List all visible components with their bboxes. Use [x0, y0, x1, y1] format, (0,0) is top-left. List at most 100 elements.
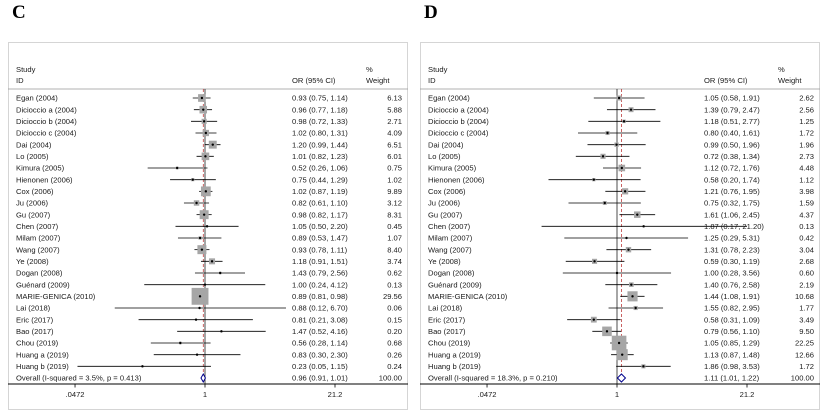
- point-estimate-dot: [141, 365, 144, 368]
- point-estimate-dot: [621, 353, 624, 356]
- column-header-study: Study: [16, 65, 36, 74]
- point-estimate-dot: [191, 178, 194, 181]
- point-estimate-dot: [202, 213, 206, 216]
- weight-label: 0.24: [387, 362, 402, 371]
- weight-label: 6.13: [387, 94, 402, 103]
- study-row: Egan (2004) 0.93 (0.75, 1.14) 6.13: [16, 94, 402, 103]
- weight-label: 2.71: [387, 117, 402, 126]
- point-estimate-dot: [593, 260, 596, 263]
- point-estimate-dot: [605, 330, 609, 333]
- or-ci-label: 0.98 (0.72, 1.33): [292, 117, 348, 126]
- weight-label: 1.07: [387, 234, 402, 243]
- study-row: Wang (2007) 1.31 (0.78, 2.23) 3.04: [428, 245, 814, 254]
- point-estimate-dot: [202, 108, 205, 111]
- study-row: Lai (2018) 1.55 (0.82, 2.95) 1.77: [428, 304, 814, 313]
- study-row: Chen (2007) 1.05 (0.50, 2.20) 0.45: [16, 222, 402, 231]
- or-ci-label: 1.43 (0.79, 2.56): [292, 269, 348, 278]
- point-estimate-dot: [634, 306, 637, 310]
- point-estimate-dot: [203, 283, 207, 286]
- weight-label: 0.62: [387, 269, 402, 278]
- or-ci-label: 1.18 (0.51, 2.77): [704, 117, 760, 126]
- point-estimate-dot: [198, 236, 202, 240]
- weight-label: 0.15: [387, 315, 402, 324]
- column-header-percent: %: [778, 65, 785, 74]
- study-id-label: Ye (2008): [16, 257, 49, 266]
- study-id-label: Dicioccio b (2004): [16, 117, 77, 126]
- point-estimate-dot: [623, 190, 627, 193]
- overall-weight-label: 100.00: [379, 374, 402, 383]
- point-estimate-dot: [629, 108, 633, 111]
- or-ci-label: 0.80 (0.40, 1.61): [704, 129, 760, 138]
- overall-weight-label: 100.00: [791, 374, 814, 383]
- point-estimate-dot: [636, 213, 639, 216]
- column-header-id: ID: [16, 76, 24, 85]
- point-estimate-dot: [204, 131, 208, 135]
- study-id-label: Milam (2007): [428, 234, 473, 243]
- study-id-label: Dai (2004): [428, 140, 464, 149]
- overall-label: Overall (I-squared = 18.3%, p = 0.210): [428, 374, 558, 383]
- study-row: Ju (2006) 0.75 (0.32, 1.75) 1.59: [428, 199, 814, 208]
- point-estimate-dot: [627, 248, 630, 251]
- study-row: Gu (2007) 0.98 (0.82, 1.17) 8.31: [16, 210, 402, 219]
- point-estimate-dot: [198, 306, 201, 310]
- weight-label: 0.45: [387, 222, 402, 231]
- study-row: Kimura (2005) 0.52 (0.26, 1.06) 0.75: [16, 164, 402, 173]
- study-id-label: Dogan (2008): [428, 269, 475, 278]
- point-estimate-dot: [592, 178, 596, 181]
- or-ci-label: 1.86 (0.98, 3.53): [704, 362, 760, 371]
- study-row: Huang a (2019) 1.13 (0.87, 1.48) 12.66: [428, 349, 814, 361]
- study-row: Huang b (2019) 1.86 (0.98, 3.53) 1.72: [428, 362, 814, 371]
- study-row: MARIE-GENICA (2010) 1.44 (1.08, 1.91) 10.6…: [428, 291, 814, 302]
- study-id-label: Huang b (2019): [428, 362, 481, 371]
- axis-tick-label: .0472: [478, 390, 497, 399]
- study-row: Dicioccio c (2004) 1.02 (0.80, 1.31) 4.09: [16, 129, 402, 138]
- study-row: Lo (2005) 0.72 (0.38, 1.34) 2.73: [428, 152, 814, 161]
- weight-label: 1.72: [799, 362, 814, 371]
- panel-label-d: D: [424, 2, 438, 23]
- study-row: Wang (2007) 0.93 (0.78, 1.11) 8.40: [16, 245, 402, 254]
- overall-or-ci-label: 0.96 (0.91, 1.01): [292, 374, 348, 383]
- panel-border: [420, 42, 820, 410]
- weight-label: 9.89: [387, 187, 402, 196]
- study-row: Dai (2004) 1.20 (0.99, 1.44) 6.51: [16, 140, 402, 149]
- weight-label: 4.09: [387, 129, 402, 138]
- weight-label: 4.48: [799, 164, 814, 173]
- point-estimate-dot: [219, 271, 222, 275]
- study-row: Milam (2007) 1.25 (0.29, 5.31) 0.42: [428, 234, 814, 243]
- study-row: Dogan (2008) 1.00 (0.28, 3.56) 0.60: [428, 269, 814, 278]
- study-id-label: Cox (2006): [428, 187, 466, 196]
- study-row: Dicioccio a (2004) 0.96 (0.77, 1.18) 5.88: [16, 105, 402, 114]
- weight-label: 0.60: [799, 269, 814, 278]
- column-header-study: Study: [428, 65, 448, 74]
- weight-label: 0.20: [387, 327, 402, 336]
- study-id-label: Ye (2008): [428, 257, 461, 266]
- study-id-label: Guénard (2009): [428, 280, 482, 289]
- study-row: Hienonen (2006) 0.75 (0.44, 1.29) 1.02: [16, 175, 402, 184]
- weight-label: 10.68: [795, 292, 814, 301]
- panel-label-c: C: [12, 2, 26, 23]
- or-ci-label: 1.44 (1.08, 1.91): [704, 292, 760, 301]
- study-id-label: Chen (2007): [16, 222, 59, 231]
- study-id-label: MARIE-GENICA (2010): [428, 292, 508, 301]
- study-row: Dogan (2008) 1.43 (0.79, 2.56) 0.62: [16, 269, 402, 278]
- or-ci-label: 0.72 (0.38, 1.34): [704, 152, 760, 161]
- study-row: Gu (2007) 1.61 (1.06, 2.45) 4.37: [428, 210, 814, 219]
- or-ci-label: 0.81 (0.21, 3.08): [292, 315, 348, 324]
- point-estimate-dot: [198, 295, 202, 298]
- weight-label: 2.62: [799, 94, 814, 103]
- point-estimate-dot: [606, 131, 609, 135]
- study-row: Dicioccio a (2004) 1.39 (0.79, 2.47) 2.56: [428, 105, 814, 114]
- study-id-label: Dogan (2008): [16, 269, 63, 278]
- column-header-weight: Weight: [778, 76, 802, 85]
- weight-label: 1.72: [799, 129, 814, 138]
- study-row: Cox (2006) 1.02 (0.87, 1.19) 9.89: [16, 186, 402, 197]
- weight-label: 6.51: [387, 140, 402, 149]
- point-estimate-dot: [200, 96, 204, 100]
- study-row: Bao (2017) 0.79 (0.56, 1.10) 9.50: [428, 326, 814, 337]
- study-row: Cox (2006) 1.21 (0.76, 1.95) 3.98: [428, 187, 814, 196]
- study-id-label: Lai (2018): [428, 304, 463, 313]
- or-ci-label: 1.55 (0.82, 2.95): [704, 304, 760, 313]
- point-estimate-dot: [200, 248, 204, 251]
- point-estimate-dot: [220, 330, 223, 333]
- study-id-label: Eric (2017): [428, 315, 466, 324]
